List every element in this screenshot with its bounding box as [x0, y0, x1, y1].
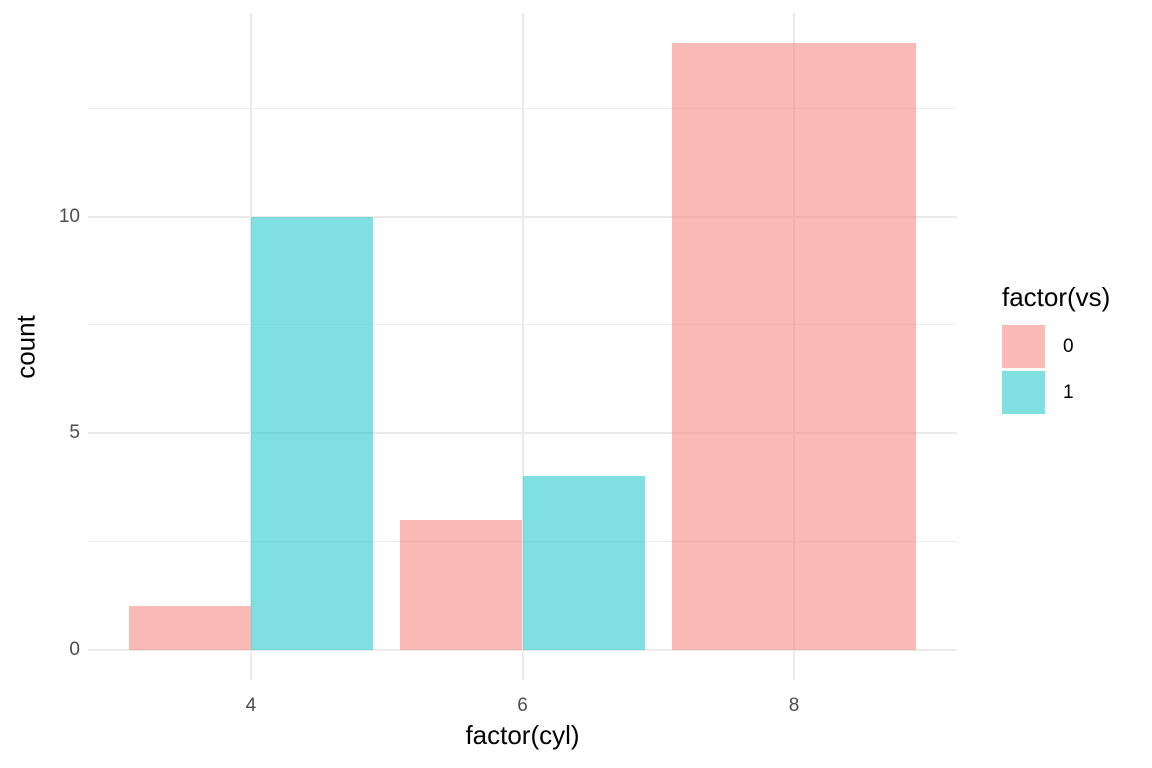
legend-title: factor(vs) [1002, 282, 1111, 312]
legend-key-label: 1 [1063, 381, 1074, 403]
legend-key-label: 0 [1063, 335, 1074, 357]
x-tick-label: 4 [245, 695, 257, 716]
y-axis-title: count [10, 315, 41, 379]
bar-cyl-8-vs-0 [671, 43, 917, 650]
bar-cyl-4-vs-1 [250, 216, 374, 650]
x-tick-label: 6 [517, 695, 528, 716]
y-tick-label: 0 [69, 638, 80, 660]
bar-cyl-4-vs-0 [128, 606, 251, 650]
legend-key: 1 [1002, 371, 1110, 414]
x-axis-title: factor(cyl) [465, 720, 580, 750]
legend-swatch [1002, 325, 1045, 368]
bar-cyl-6-vs-0 [400, 519, 523, 650]
x-tick-label: 8 [788, 695, 800, 716]
legend-swatch [1002, 371, 1045, 414]
gridline-x-major [521, 13, 524, 680]
y-tick-label: 10 [58, 205, 80, 227]
bar-cyl-6-vs-1 [522, 476, 645, 650]
y-tick-label: 5 [69, 422, 80, 444]
legend-key: 0 [1002, 325, 1110, 368]
